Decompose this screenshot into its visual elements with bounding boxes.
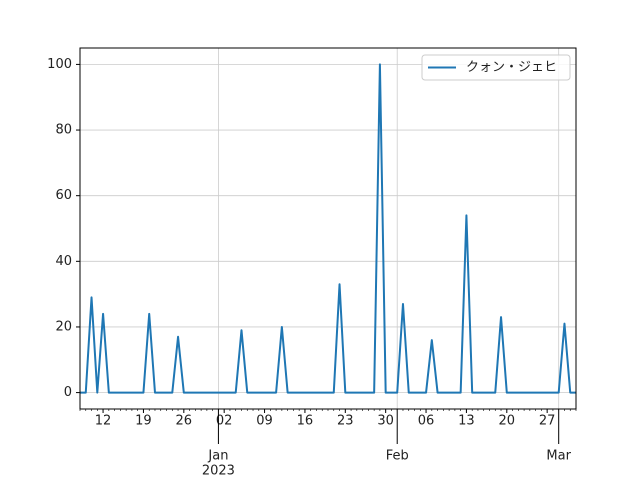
- y-tick-label: 0: [64, 385, 72, 400]
- x-tick-label: 20: [499, 414, 516, 429]
- x-tick-label: 16: [297, 414, 314, 429]
- x-tick-label: 26: [176, 414, 193, 429]
- x-tick-label: 27: [539, 414, 556, 429]
- plot-frame: [79, 47, 577, 410]
- x-tick-label: 13: [458, 414, 475, 429]
- y-tick-label: 100: [47, 57, 72, 72]
- y-tick-label: 40: [55, 254, 72, 269]
- x-major-label: Mar: [546, 449, 571, 464]
- x-tick-label: 09: [256, 414, 273, 429]
- y-tick-label: 20: [55, 319, 72, 334]
- legend-box: [421, 54, 571, 81]
- x-year-label: 2023: [202, 464, 235, 479]
- x-tick-label: 02: [216, 414, 233, 429]
- x-tick-label: 23: [337, 414, 354, 429]
- x-tick-label: 30: [377, 414, 394, 429]
- y-tick-label: 60: [55, 188, 72, 203]
- x-tick-label: 06: [418, 414, 435, 429]
- x-major-label: Jan: [207, 449, 228, 464]
- line-series: [80, 63, 576, 394]
- x-tick-label: 12: [95, 414, 112, 429]
- x-tick-label: 19: [135, 414, 152, 429]
- y-tick-label: 80: [55, 123, 72, 138]
- legend-label: クォン・ジェヒ: [466, 60, 557, 75]
- x-major-label: Feb: [386, 449, 409, 464]
